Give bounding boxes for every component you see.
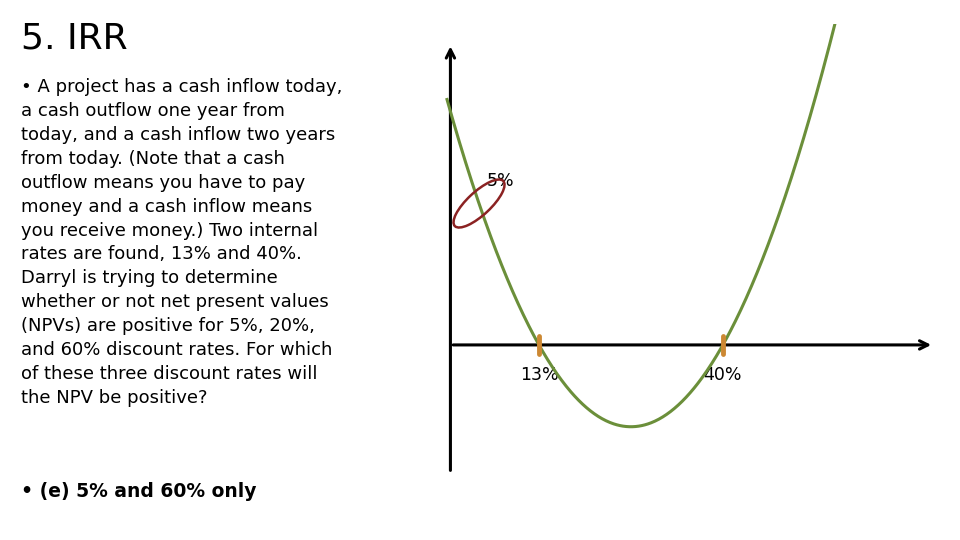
Text: 5%: 5% (487, 172, 515, 190)
Text: • (e) 5% and 60% only: • (e) 5% and 60% only (21, 482, 256, 501)
Text: 13%: 13% (519, 366, 559, 384)
Text: • A project has a cash inflow today,
a cash outflow one year from
today, and a c: • A project has a cash inflow today, a c… (21, 78, 343, 407)
Text: 5. IRR: 5. IRR (21, 22, 128, 56)
Text: 40%: 40% (704, 366, 742, 384)
